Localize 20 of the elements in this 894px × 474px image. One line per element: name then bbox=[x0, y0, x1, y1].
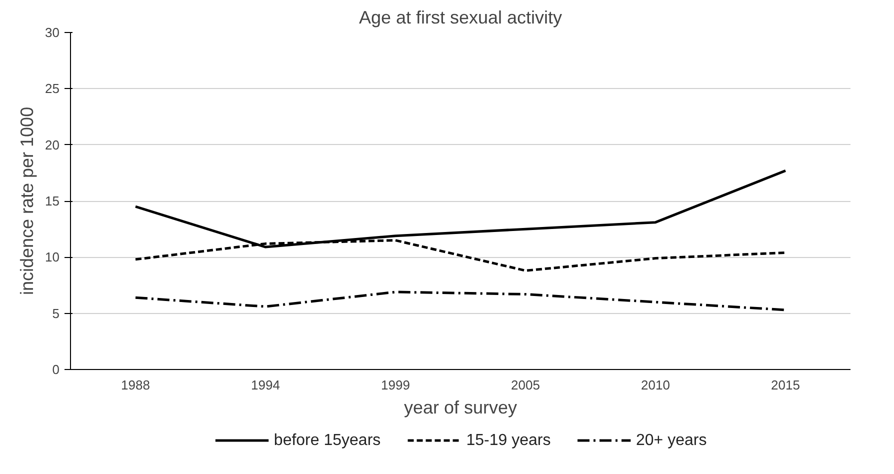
legend-label: before 15years bbox=[274, 432, 381, 449]
legend-label: 20+ years bbox=[636, 432, 707, 449]
y-tick-label: 10 bbox=[45, 250, 60, 265]
x-tick-label: 1999 bbox=[381, 378, 410, 392]
y-tick-label: 15 bbox=[45, 194, 60, 208]
x-tick-label: 2005 bbox=[511, 378, 540, 392]
y-tick-label: 20 bbox=[45, 137, 60, 152]
chart-title: Age at first sexual activity bbox=[358, 8, 562, 28]
line-series bbox=[134, 290, 787, 312]
legend-label: 15-19 years bbox=[466, 432, 551, 449]
y-axis-title: incidence rate per 1000 bbox=[17, 106, 38, 296]
x-axis-title: year of survey bbox=[404, 398, 518, 418]
x-tick-label: 1988 bbox=[121, 378, 150, 392]
x-tick-label: 2010 bbox=[641, 378, 670, 392]
y-tick-label: 25 bbox=[45, 81, 60, 96]
x-tick-label: 1994 bbox=[251, 378, 280, 392]
y-tick-label: 30 bbox=[45, 25, 60, 40]
x-tick-label: 2015 bbox=[771, 378, 800, 392]
y-tick-label: 0 bbox=[52, 362, 60, 377]
y-tick-label: 5 bbox=[52, 306, 60, 321]
